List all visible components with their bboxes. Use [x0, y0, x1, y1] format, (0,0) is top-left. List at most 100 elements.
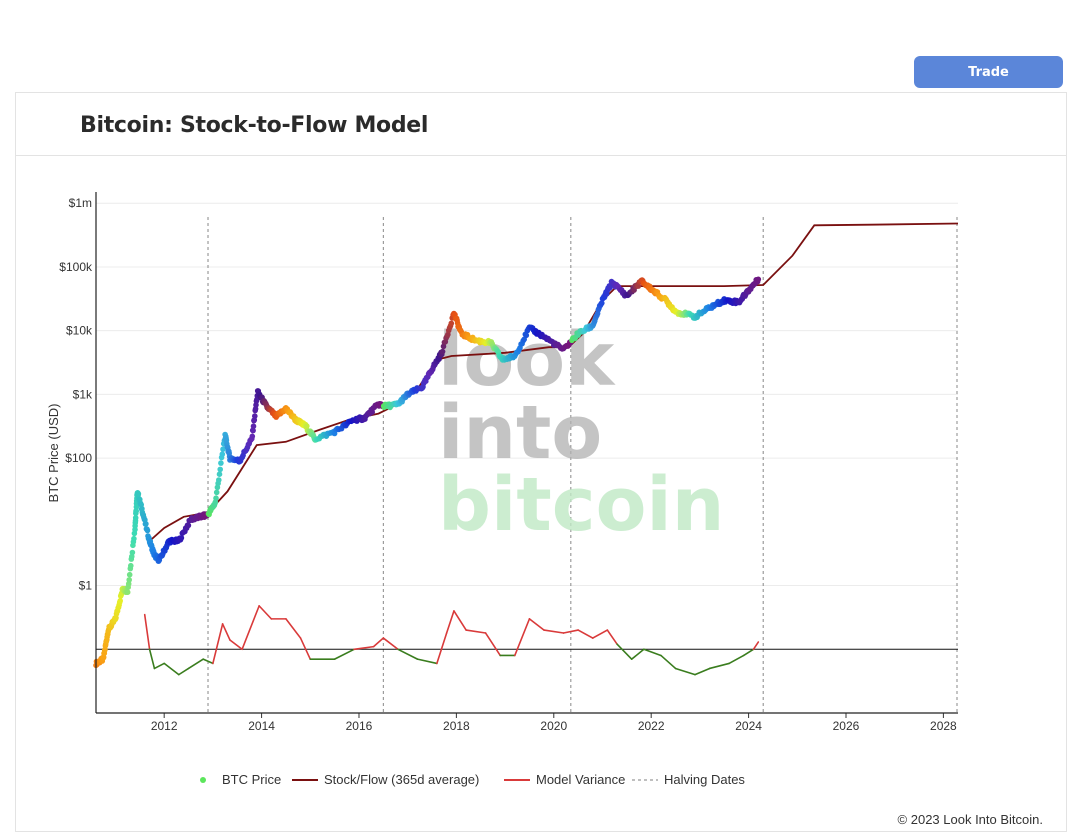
- btc-price-point: [218, 460, 224, 466]
- variance-segment: [591, 629, 609, 639]
- copyright-text: © 2023 Look Into Bitcoin.: [897, 812, 1043, 827]
- btc-price-point: [135, 491, 142, 497]
- btc-price-point: [448, 320, 455, 327]
- x-tick-label: 2020: [540, 719, 567, 733]
- variance-segment: [742, 648, 755, 657]
- x-tick-label: 2018: [443, 719, 470, 733]
- variance-segment: [453, 610, 467, 631]
- variance-segment: [285, 618, 302, 639]
- halving-lines: [207, 217, 958, 713]
- variance-segment: [202, 658, 214, 665]
- btc-price-point: [132, 515, 139, 521]
- btc-price-point: [252, 413, 258, 419]
- variance-segment: [187, 658, 204, 670]
- variance-segment: [708, 662, 730, 670]
- btc-price-point: [216, 477, 222, 483]
- variance-segment: [643, 648, 662, 657]
- btc-price-point: [126, 571, 133, 578]
- variance-segment: [382, 637, 399, 651]
- variance-segment: [397, 648, 419, 660]
- variance-segment: [372, 637, 385, 648]
- variance-segment: [416, 658, 438, 665]
- btc-price-point: [755, 276, 762, 283]
- btc-price-point: [217, 466, 223, 473]
- x-tick-label: 2028: [930, 719, 957, 733]
- variance-segment: [465, 629, 487, 634]
- y-tick-label: $100: [65, 451, 92, 465]
- btc-price-point: [133, 508, 139, 514]
- y-tick-label: $1: [79, 579, 93, 593]
- model-variance-series: [96, 605, 958, 676]
- variance-segment: [436, 632, 448, 665]
- variance-segment: [258, 605, 273, 620]
- legend-label: Model Variance: [536, 772, 625, 787]
- btc-price-point: [250, 427, 256, 434]
- legend-symbol-dot: [200, 777, 206, 783]
- variance-segment: [229, 639, 243, 651]
- variance-segment: [528, 618, 545, 631]
- y-tick-label: $100k: [59, 260, 93, 274]
- variance-segment: [299, 637, 312, 660]
- btc-price-point: [143, 521, 149, 527]
- variance-segment: [660, 654, 677, 670]
- watermark: look into bitcoin: [438, 317, 724, 548]
- y-tick-label: $1k: [73, 387, 93, 401]
- x-tick-label: 2012: [151, 719, 178, 733]
- variance-segment: [241, 605, 260, 651]
- x-tick-label: 2016: [346, 719, 373, 733]
- btc-price-point: [128, 562, 134, 569]
- btc-price-point: [216, 471, 223, 478]
- x-tick-label: 2024: [735, 719, 762, 733]
- watermark-line-3: bitcoin: [438, 462, 724, 548]
- legend-label: BTC Price: [222, 772, 281, 787]
- legend-label: Stock/Flow (365d average): [324, 772, 479, 787]
- variance-segment: [606, 629, 618, 646]
- y-tick-label: $1m: [69, 196, 92, 210]
- btc-price-series: [93, 276, 762, 669]
- btc-price-point: [220, 446, 226, 453]
- variance-segment: [484, 632, 502, 657]
- btc-price-point: [126, 577, 132, 583]
- chart-card: Bitcoin: Stock-to-Flow Model: [15, 92, 1067, 832]
- trade-button[interactable]: Trade: [914, 56, 1063, 88]
- btc-price-point: [439, 348, 446, 355]
- x-tick-label: 2026: [833, 719, 860, 733]
- variance-segment: [163, 662, 180, 676]
- variance-segment: [177, 667, 190, 676]
- variance-segment: [694, 667, 711, 676]
- btc-price-point: [250, 423, 257, 430]
- btc-price-point: [304, 423, 310, 429]
- page-title: Bitcoin: Stock-to-Flow Model: [80, 113, 429, 138]
- y-tick-label: $10k: [66, 324, 93, 338]
- variance-segment: [143, 613, 151, 651]
- btc-price-point: [523, 332, 530, 339]
- btc-price-point: [249, 433, 256, 440]
- variance-segment: [445, 610, 455, 634]
- variance-segment: [514, 618, 531, 657]
- variance-segment: [562, 629, 579, 634]
- variance-segment: [153, 662, 165, 670]
- btc-price-point: [144, 527, 151, 534]
- btc-price-point: [213, 495, 219, 502]
- x-tick-label: 2014: [248, 719, 275, 733]
- variance-segment: [616, 643, 633, 660]
- btc-price-point: [131, 535, 137, 542]
- variance-segment: [148, 648, 156, 670]
- variance-segment: [752, 641, 760, 651]
- btc-price-point: [599, 300, 605, 306]
- chart-axes: $1 $100 $1k $10k $100k $1m 2012 2014 2016 2018 202…: [59, 192, 958, 733]
- btc-price-point: [124, 589, 131, 595]
- variance-segment: [353, 645, 375, 651]
- watermark-line-2: into: [438, 390, 602, 476]
- variance-segment: [577, 629, 594, 639]
- card-header: Bitcoin: Stock-to-Flow Model: [16, 93, 1066, 156]
- variance-segment: [543, 629, 565, 634]
- btc-price-point: [185, 522, 192, 529]
- btc-price-point: [219, 451, 226, 458]
- x-tick-label: 2022: [638, 719, 665, 733]
- variance-segment: [212, 623, 224, 665]
- variance-segment: [333, 648, 355, 660]
- btc-price-point: [117, 598, 123, 604]
- btc-price-point: [178, 535, 185, 541]
